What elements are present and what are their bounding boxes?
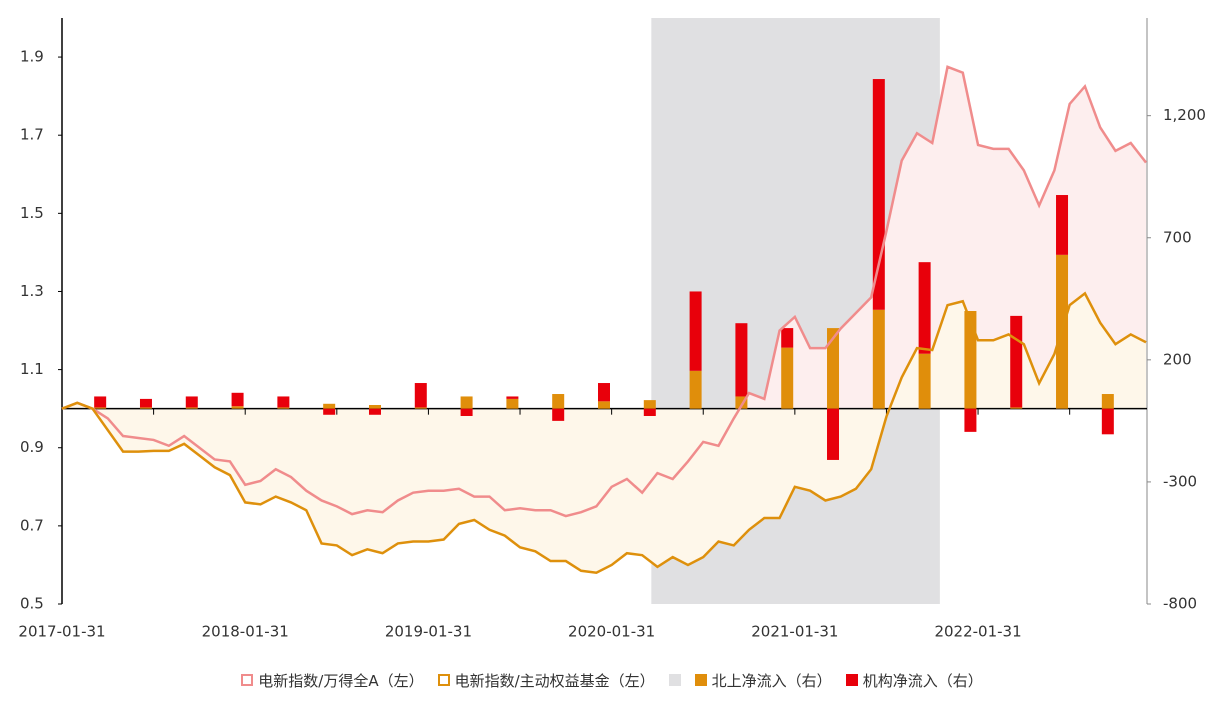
bar: [552, 408, 565, 421]
bar: [414, 383, 427, 408]
x-tick-label: 2021-01-31: [751, 623, 838, 641]
bar: [735, 323, 748, 397]
bar: [1010, 407, 1023, 409]
bar: [872, 79, 885, 310]
y-tick-label: 0.9: [20, 438, 44, 456]
legend-item: [668, 674, 681, 686]
legend-item: 电新指数/万得全A（左）: [241, 670, 424, 691]
bar: [918, 262, 931, 354]
bar: [323, 408, 336, 415]
bar: [643, 400, 656, 409]
x-tick-label: 2018-01-31: [202, 623, 289, 641]
legend: 电新指数/万得全A（左） 电新指数/主动权益基金（左） 北上净流入（右） 机构净流入（…: [0, 660, 1224, 700]
bar: [1101, 408, 1114, 435]
bar: [1056, 195, 1069, 255]
bar: [781, 328, 794, 348]
bar: [964, 408, 977, 432]
x-tick-label: 2017-01-31: [18, 623, 105, 641]
legend-swatch: [694, 674, 707, 686]
legend-swatch: [241, 674, 254, 686]
bar: [277, 396, 290, 408]
y-tick-label: 1.7: [20, 126, 44, 144]
legend-item: 北上净流入（右）: [694, 670, 832, 691]
bar: [231, 392, 244, 407]
bar: [460, 396, 473, 409]
bar: [781, 347, 794, 409]
bar: [506, 396, 519, 399]
bar: [964, 311, 977, 409]
bar: [643, 408, 656, 416]
bar: [552, 394, 565, 409]
bar: [139, 398, 152, 408]
bar: [598, 401, 610, 409]
bar: [414, 407, 427, 409]
bar: [598, 383, 610, 402]
bar: [827, 328, 840, 409]
bar: [1101, 394, 1114, 409]
bar: [689, 370, 702, 409]
bar: [506, 398, 519, 409]
bar: [827, 408, 840, 460]
legend-label: 北上净流入（右）: [711, 671, 832, 690]
bar: [94, 396, 107, 408]
x-tick-label: 2019-01-31: [385, 623, 472, 641]
bar: [872, 309, 885, 409]
y2-tick-label: 1,200: [1163, 106, 1206, 124]
y2-tick-label: -300: [1163, 472, 1197, 490]
legend-label: 机构净流入（右）: [862, 671, 983, 690]
legend-swatch: [668, 674, 681, 686]
bar: [368, 405, 381, 409]
legend-label: 电新指数/主动权益基金（左）: [454, 671, 655, 690]
bar: [94, 407, 107, 409]
legend-swatch: [437, 674, 450, 686]
bar: [689, 291, 702, 371]
line: [61, 65, 1147, 518]
chart: 0.5 0.7 0.9 1.1 1.3 1.5 1.7 1.9 -800 -300 200 700 1,…: [18, 18, 1206, 641]
legend-item: 电新指数/主动权益基金（左）: [437, 670, 655, 691]
y2-tick-label: 700: [1163, 228, 1192, 246]
legend-label: 电新指数/万得全A（左）: [258, 671, 424, 690]
y-tick-label: 0.7: [20, 516, 44, 534]
y-tick-label: 0.5: [20, 595, 44, 613]
bar: [185, 396, 198, 408]
bar: [139, 407, 152, 409]
bar: [277, 407, 290, 409]
y-tick-label: 1.9: [20, 48, 44, 66]
bar: [368, 408, 381, 415]
bar: [460, 408, 473, 416]
y-tick-label: 1.3: [20, 282, 44, 300]
area-fill: [62, 293, 1146, 573]
bar: [231, 406, 244, 409]
y-tick-label: 1.1: [20, 360, 44, 378]
y2-tick-label: 200: [1163, 350, 1192, 368]
legend-item: 机构净流入（右）: [845, 670, 983, 691]
bar: [185, 407, 198, 409]
legend-swatch: [845, 674, 858, 686]
line: [61, 291, 1147, 575]
y-tick-label: 1.5: [20, 204, 44, 222]
bar: [1010, 315, 1023, 408]
bar: [918, 353, 931, 409]
x-tick-label: 2020-01-31: [568, 623, 655, 641]
bar: [323, 403, 336, 409]
x-tick-label: 2022-01-31: [934, 623, 1021, 641]
y2-tick-label: -800: [1163, 595, 1197, 613]
